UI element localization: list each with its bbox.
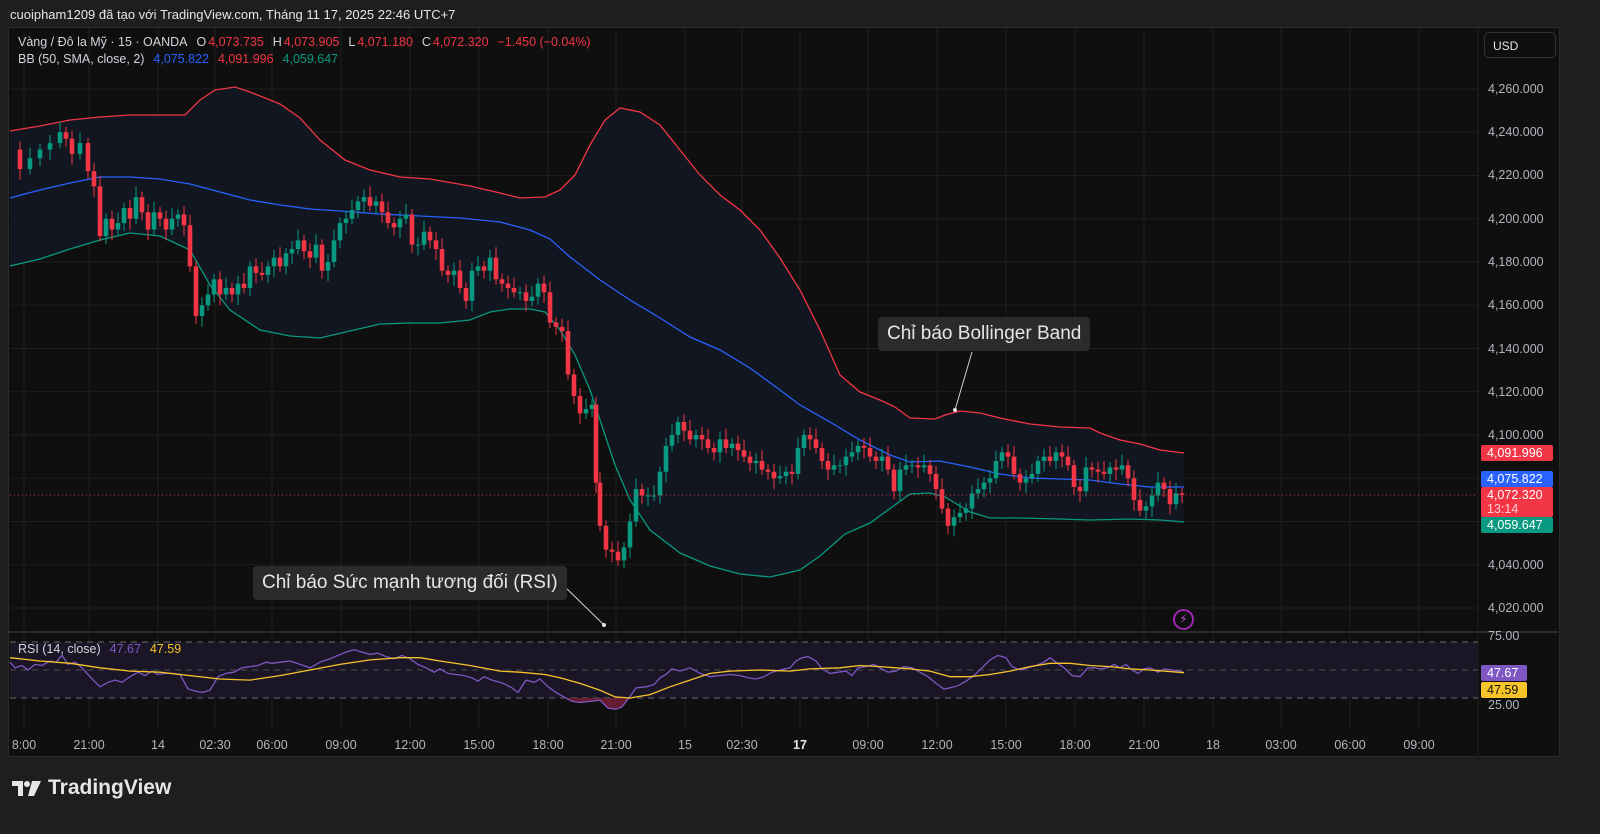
rsi-tick-25: 25.00 (1488, 698, 1520, 712)
bb-legend[interactable]: BB (50, SMA, close, 2) 4,075.822 4,091.9… (18, 52, 340, 66)
bollinger-annotation[interactable]: Chỉ báo Bollinger Band (878, 317, 1091, 351)
lightning-bolt-icon[interactable]: ⚡︎ (1173, 609, 1194, 630)
price-tick: 4,120.000 (1488, 385, 1544, 399)
price-tick: 4,200.000 (1488, 212, 1544, 226)
bb-lower-price-tag: 4,059.647 (1481, 517, 1553, 533)
price-tick: 4,140.000 (1488, 342, 1544, 356)
tradingview-logo-icon (12, 781, 41, 796)
symbol-name: Vàng / Đô la Mỹ · 15 · OANDA (18, 35, 188, 49)
time-tick: 18:00 (1059, 738, 1091, 752)
time-tick: 06:00 (1334, 738, 1366, 752)
time-tick: 17 (793, 738, 807, 752)
price-tick: 4,260.000 (1488, 82, 1544, 96)
bb-basis-value: 4,075.822 (153, 52, 209, 66)
open-value: 4,073.735 (208, 35, 264, 49)
bb-basis-price-tag: 4,075.822 (1481, 471, 1553, 487)
price-tick: 4,240.000 (1488, 125, 1544, 139)
bb-upper-price-tag: 4,091.996 (1481, 445, 1553, 461)
time-tick: 15:00 (990, 738, 1022, 752)
share-caption: cuoipham1209 đã tạo với TradingView.com,… (10, 7, 456, 22)
bollinger-basis-line (9, 176, 1184, 488)
bar-countdown: 13:14 (1487, 502, 1519, 516)
rsi-value: 47.67 (109, 642, 141, 656)
time-tick: 21:00 (73, 738, 105, 752)
bb-label: BB (50, SMA, close, 2) (18, 52, 145, 66)
bollinger-upper-line (9, 86, 1185, 454)
time-tick: 12:00 (394, 738, 426, 752)
time-tick: 15 (678, 738, 692, 752)
time-tick: 02:30 (726, 738, 758, 752)
time-tick: 09:00 (325, 738, 357, 752)
price-tick: 4,040.000 (1488, 558, 1544, 572)
time-tick: 18 (1206, 738, 1220, 752)
price-tick: 4,020.000 (1488, 601, 1544, 615)
rsi-annotation-pointer (561, 583, 605, 626)
high-value: 4,073.905 (283, 35, 340, 49)
last-price-tag: 4,072.320 13:14 (1481, 487, 1553, 517)
rsi-label: RSI (14, close) (18, 642, 101, 656)
rsi-ma-value: 47.59 (149, 642, 182, 656)
last-price-value: 4,072.320 (1487, 488, 1543, 502)
brand-name: TradingView (48, 776, 172, 799)
price-tick: 4,180.000 (1488, 255, 1544, 269)
time-tick: 21:00 (600, 738, 632, 752)
rsi-legend[interactable]: RSI (14, close) 47.67 47.59 (18, 642, 183, 656)
time-tick: 14 (151, 738, 165, 752)
price-tick: 4,100.000 (1488, 428, 1544, 442)
time-tick: 09:00 (1403, 738, 1435, 752)
time-tick: 12:00 (921, 738, 953, 752)
rsi-tick-75: 75.00 (1488, 629, 1520, 643)
tradingview-logo[interactable]: TradingView (12, 776, 171, 800)
low-value: 4,071.180 (357, 35, 413, 49)
candlestick-series (17, 121, 1185, 569)
symbol-legend[interactable]: Vàng / Đô la Mỹ · 15 · OANDA O 4,073.735 … (18, 35, 591, 49)
time-tick: 21:00 (1128, 738, 1160, 752)
bollinger-annotation-pointer (954, 351, 973, 411)
price-tick: 4,160.000 (1488, 298, 1544, 312)
bb-lower-value: 4,059.647 (282, 52, 339, 66)
price-tick: 4,220.000 (1488, 168, 1544, 182)
time-tick: 03:00 (1265, 738, 1297, 752)
close-value: 4,072.320 (432, 35, 489, 49)
time-tick: 09:00 (852, 738, 884, 752)
rsi-ma-line (9, 657, 1185, 699)
bb-upper-value: 4,091.996 (217, 52, 274, 66)
currency-button[interactable]: USD (1484, 32, 1556, 58)
time-tick: 02:30 (199, 738, 231, 752)
rsi-value-tag: 47.67 (1481, 665, 1527, 681)
rsi-annotation[interactable]: Chỉ báo Sức mạnh tương đối (RSI) (253, 566, 567, 600)
time-tick: 15:00 (463, 738, 495, 752)
time-tick: 8:00 (11, 738, 37, 752)
change-value: −1.450 (−0.04%) (497, 35, 591, 49)
rsi-ma-value-tag: 47.59 (1481, 682, 1527, 698)
rsi-line (9, 649, 1185, 710)
time-tick: 06:00 (256, 738, 288, 752)
time-tick: 18:00 (532, 738, 564, 752)
rsi-oversold-fill (556, 698, 636, 710)
